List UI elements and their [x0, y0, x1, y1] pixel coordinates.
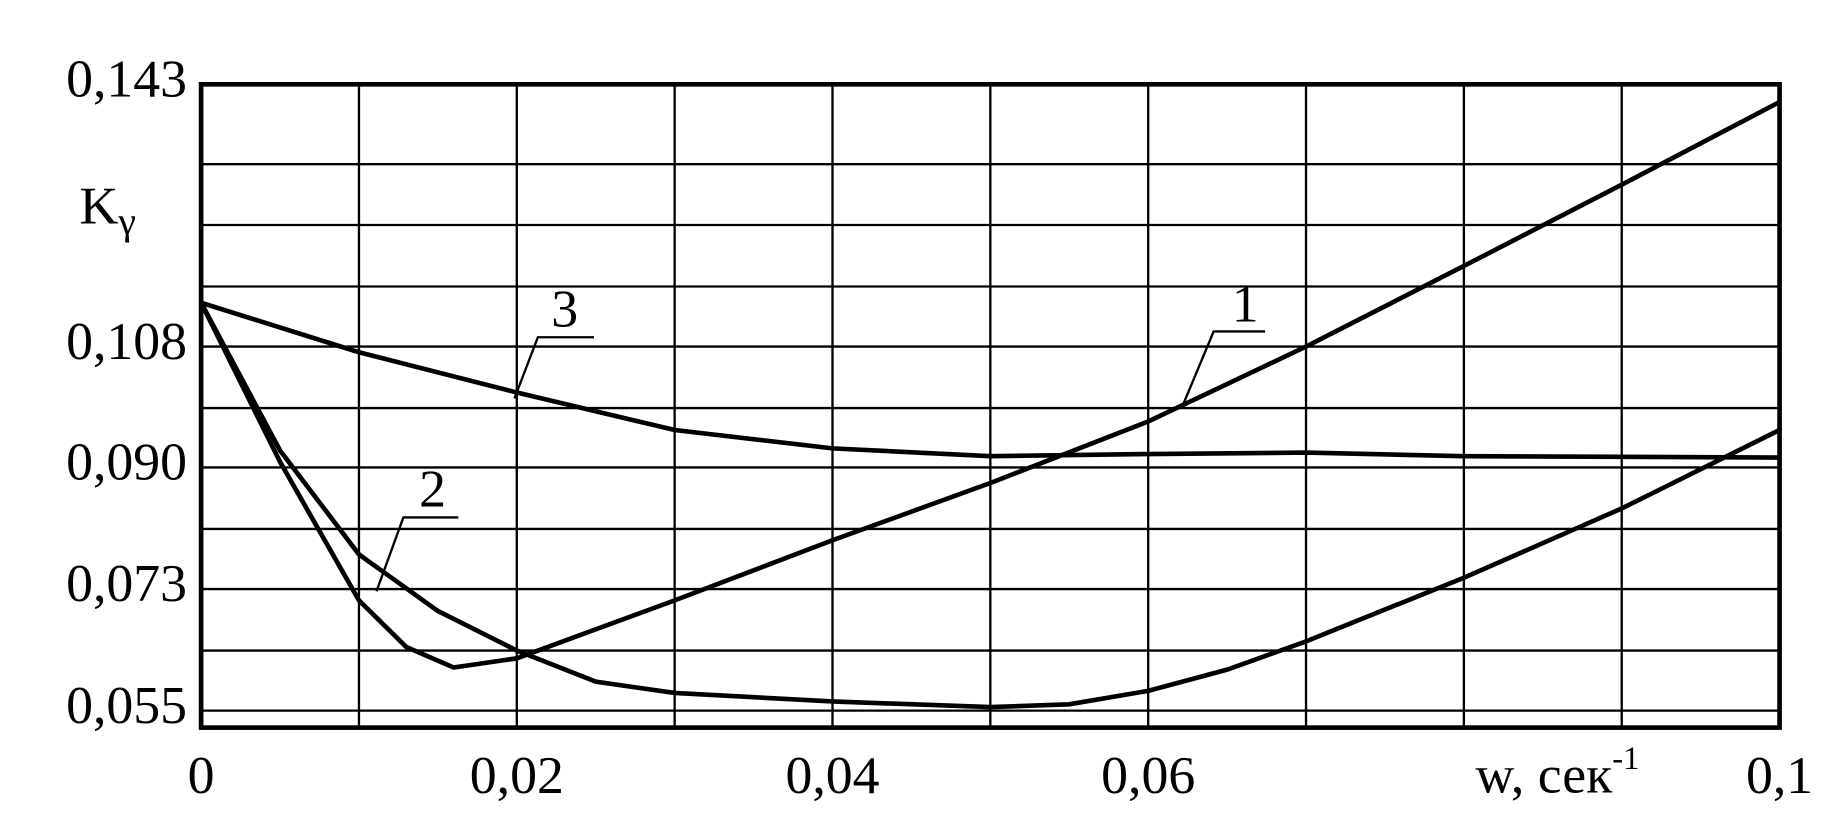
- y-tick-label: 0,073: [66, 554, 187, 614]
- x-tick-label: 0: [188, 745, 215, 805]
- x-axis-label: w, сек-1: [1476, 742, 1640, 805]
- y-axis-label-sub: γ: [117, 199, 136, 243]
- series-label: 2: [419, 459, 446, 519]
- series-label: 1: [1232, 274, 1259, 334]
- leader-line: [375, 516, 459, 592]
- x-axis-label-text: w, сек: [1476, 745, 1614, 805]
- series-line: [199, 99, 1781, 670]
- x-tick-label: 0,02: [470, 745, 564, 805]
- y-tick-label: 0,090: [66, 432, 187, 492]
- y-axis-label: Kγ: [80, 176, 136, 243]
- leader-line: [1182, 330, 1266, 405]
- series-line: [200, 300, 1780, 460]
- x-tick-label: 0,04: [785, 745, 879, 805]
- x-tick-label: 0,1: [1746, 745, 1813, 805]
- y-axis-label-text: K: [80, 176, 119, 236]
- plot-frame: [198, 81, 1782, 730]
- series-label: 3: [551, 279, 578, 339]
- x-tick-label: 0,06: [1101, 745, 1195, 805]
- x-axis-label-sup: -1: [1612, 742, 1639, 778]
- y-tick-label: 0,055: [66, 675, 187, 735]
- y-tick-label: 0,143: [66, 49, 187, 109]
- y-tick-label: 0,108: [66, 311, 187, 371]
- leader-line: [513, 336, 594, 399]
- series-line: [199, 301, 1781, 710]
